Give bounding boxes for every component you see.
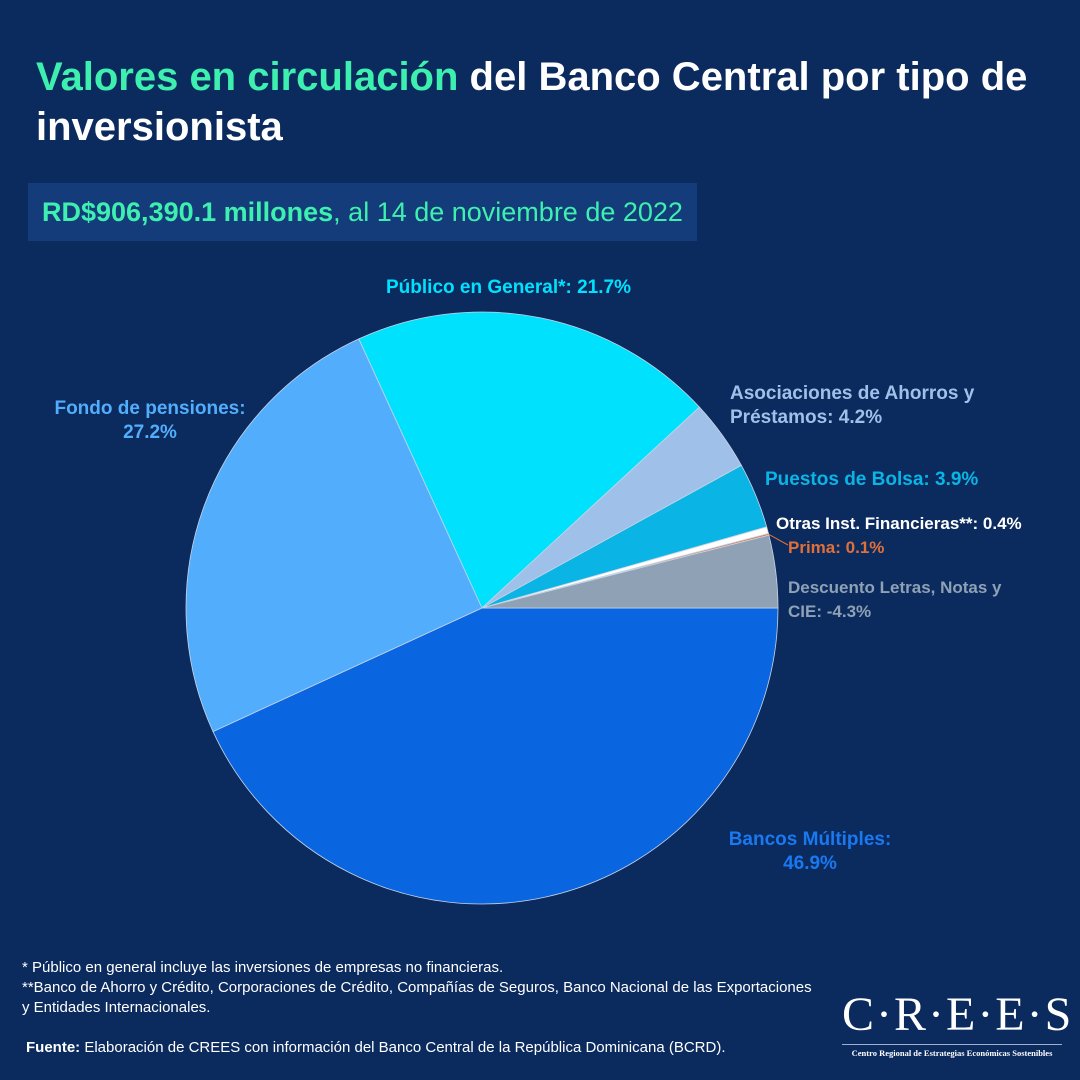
title-highlight: Valores en circulación	[36, 55, 459, 99]
label-descuento: Descuento Letras, Notas y CIE: -4.3%	[788, 578, 1002, 621]
subtitle: RD$906,390.1 millones, al 14 de noviembr…	[28, 183, 697, 241]
pie-slice-7	[481, 534, 779, 609]
footnote-1: * Público en general incluye las inversi…	[22, 959, 504, 976]
pie-slice-0	[212, 607, 779, 905]
footnote-2: **Banco de Ahorro y Crédito, Corporacion…	[22, 979, 812, 1016]
pie-slice-2	[358, 311, 701, 609]
footnotes: * Público en general incluye las inversi…	[22, 958, 812, 1018]
label-bancos: Bancos Múltiples: 46.9%	[728, 829, 892, 874]
label-otras: Otras Inst. Financieras**: 0.4%	[776, 514, 1022, 533]
label-fondo: Fondo de pensiones: 27.2%	[54, 398, 246, 443]
chart-title: Valores en circulación del Banco Central…	[36, 52, 1046, 152]
subtitle-date: , al 14 de noviembre de 2022	[333, 197, 683, 227]
subtitle-total: RD$906,390.1 millones	[42, 197, 334, 227]
crees-logo: C·R·E·E·S Centro Regional de Estrategias…	[842, 988, 1074, 1058]
title-rest: del Banco Central por tipo de inversioni…	[36, 55, 1028, 149]
label-asociaciones: Asociaciones de Ahorros y Préstamos: 4.2…	[730, 383, 975, 428]
label-puestos: Puestos de Bolsa: 3.9%	[765, 469, 979, 490]
pie-slice-1	[185, 338, 483, 733]
source-note: Fuente: Elaboración de CREES con informa…	[26, 1039, 726, 1056]
label-publico: Público en General*: 21.7%	[386, 277, 631, 298]
label-prima: Prima: 0.1%	[788, 538, 885, 557]
prima-leader-line	[768, 533, 789, 546]
